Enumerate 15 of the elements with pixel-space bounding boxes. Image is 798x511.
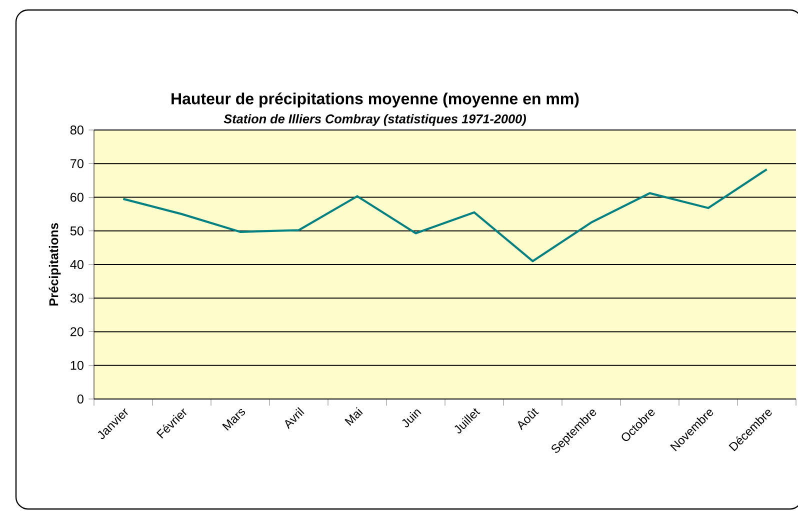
y-tick-label: 10 xyxy=(70,360,84,370)
y-tick-label: 60 xyxy=(70,192,84,202)
chart-title: Hauteur de précipitations moyenne (moyenne en mm) xyxy=(172,92,579,108)
y-tick-label: 20 xyxy=(70,327,84,336)
y-tick-label: 80 xyxy=(70,126,84,134)
y-tick-label: 40 xyxy=(70,260,84,269)
x-tick-label: Mai xyxy=(344,407,363,426)
chart-subtitle: Station de Illiers Combray (statistiques 1971-2000) xyxy=(224,114,526,126)
y-axis-title: Précipitations xyxy=(48,223,61,306)
y-tick-label: 70 xyxy=(70,159,84,168)
line-series xyxy=(122,168,768,262)
y-tick-label: 50 xyxy=(70,226,84,236)
y-tick-label: 0 xyxy=(77,394,84,404)
x-tick-label: Juin xyxy=(402,409,422,428)
y-tick-label: 30 xyxy=(70,294,84,303)
